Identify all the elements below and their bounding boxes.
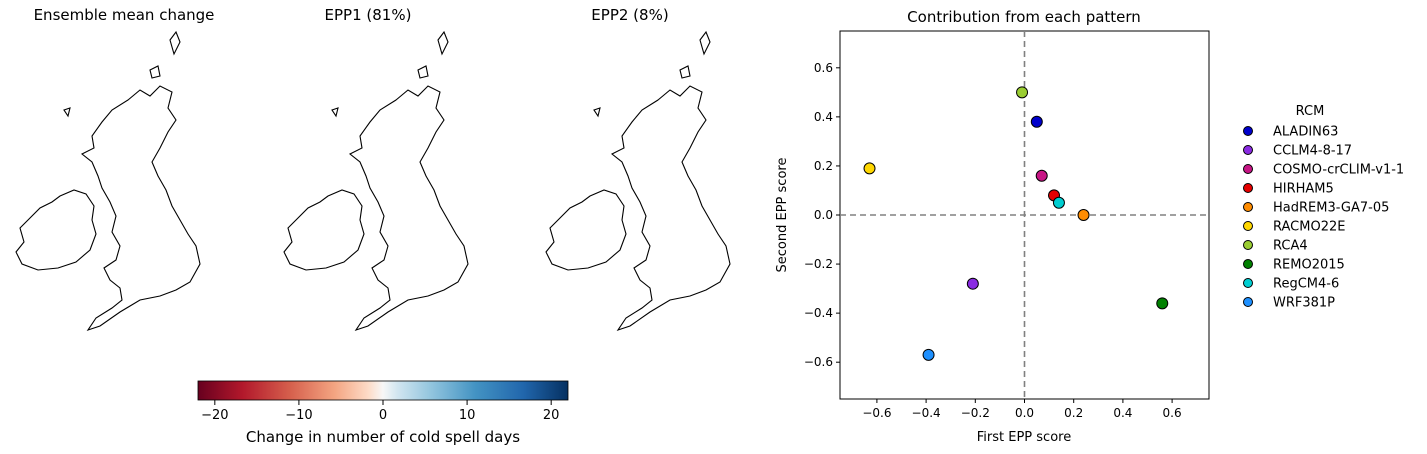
y-tick-label: −0.2 [804,257,833,271]
y-axis-label: Second EPP score [775,158,790,273]
legend-marker [1243,202,1253,212]
y-tick-label: −0.6 [804,355,833,369]
legend-label: ALADIN63 [1273,125,1338,140]
legend-label: COSMO-crCLIM-v1-1 [1273,163,1404,178]
x-tick-label: −0.4 [912,406,941,420]
y-tick-label: 0.6 [814,61,833,75]
x-tick-label: −0.6 [862,406,891,420]
x-tick-label: 0.4 [1113,406,1132,420]
point-hadrem3-ga7-05 [1077,209,1090,221]
point-regcm4-6 [1052,196,1065,209]
y-tick-label: −0.4 [804,306,833,320]
colorbar-label: Change in number of cold spell days [246,428,520,446]
point-wrf381p [922,348,935,361]
x-tick-label: −0.2 [961,406,990,420]
colorbar: −20 −10 0 10 20 Change in number of cold spe… [197,380,569,446]
map-epp2 [545,31,731,331]
legend-label: WRF381P [1273,296,1335,311]
x-tick-label: 0.6 [1163,406,1182,420]
legend-marker [1243,278,1253,288]
x-tick-label: 0.0 [1015,406,1034,420]
legend-label: RACMO22E [1273,220,1345,235]
map-title-epp2: EPP2 (8%) [591,6,669,24]
x-axis-label: First EPP score [977,430,1071,445]
point-cclm4-8-17 [966,277,979,290]
colorbar-gradient [197,380,569,401]
map-epp1 [283,31,469,331]
map-title-epp1: EPP1 (81%) [324,6,412,24]
legend-title: RCM [1296,104,1325,119]
y-tick-label: 0.0 [814,208,833,222]
point-remo2015 [1156,297,1169,310]
legend-marker [1243,145,1253,155]
point-cosmo-crclim-v1-1 [1035,169,1048,182]
legend-marker [1243,259,1253,269]
colorbar-tick-label: −20 [201,408,228,423]
map-title-ensemble-mean: Ensemble mean change [33,6,215,24]
colorbar-tick-label: 0 [379,408,387,423]
legend-label: REMO2015 [1273,258,1345,273]
point-racmo22e [863,162,876,175]
legend: RCM ALADIN63 CCLM4-8-17 COSMO-crCLIM-v1-1 H… [1243,104,1404,311]
legend-label: HadREM3-GA7-05 [1273,201,1389,216]
colorbar-tick-label: 20 [543,408,560,423]
point-aladin63 [1030,115,1043,128]
colorbar-tick-label: −10 [285,408,312,423]
y-tick-label: 0.2 [814,159,833,173]
legend-marker [1243,126,1253,136]
chart-title: Contribution from each pattern [907,8,1141,26]
legend-marker [1243,240,1253,250]
legend-label: RCA4 [1273,239,1308,254]
maps-area [15,31,731,331]
scatter-chart: Contribution from each pattern −0.6 −0.4 −… [775,8,1404,445]
legend-label: CCLM4-8-17 [1273,144,1352,159]
legend-marker [1243,297,1253,307]
point-rca4 [1016,86,1029,99]
x-tick-label: 0.2 [1064,406,1083,420]
legend-marker [1243,221,1253,231]
y-tick-label: 0.4 [814,110,833,124]
legend-marker [1243,183,1253,193]
map-ensemble-mean [15,31,201,331]
legend-label: HIRHAM5 [1273,182,1334,197]
colorbar-tick-label: 10 [459,408,476,423]
legend-marker [1243,164,1253,174]
legend-label: RegCM4-6 [1273,277,1339,292]
